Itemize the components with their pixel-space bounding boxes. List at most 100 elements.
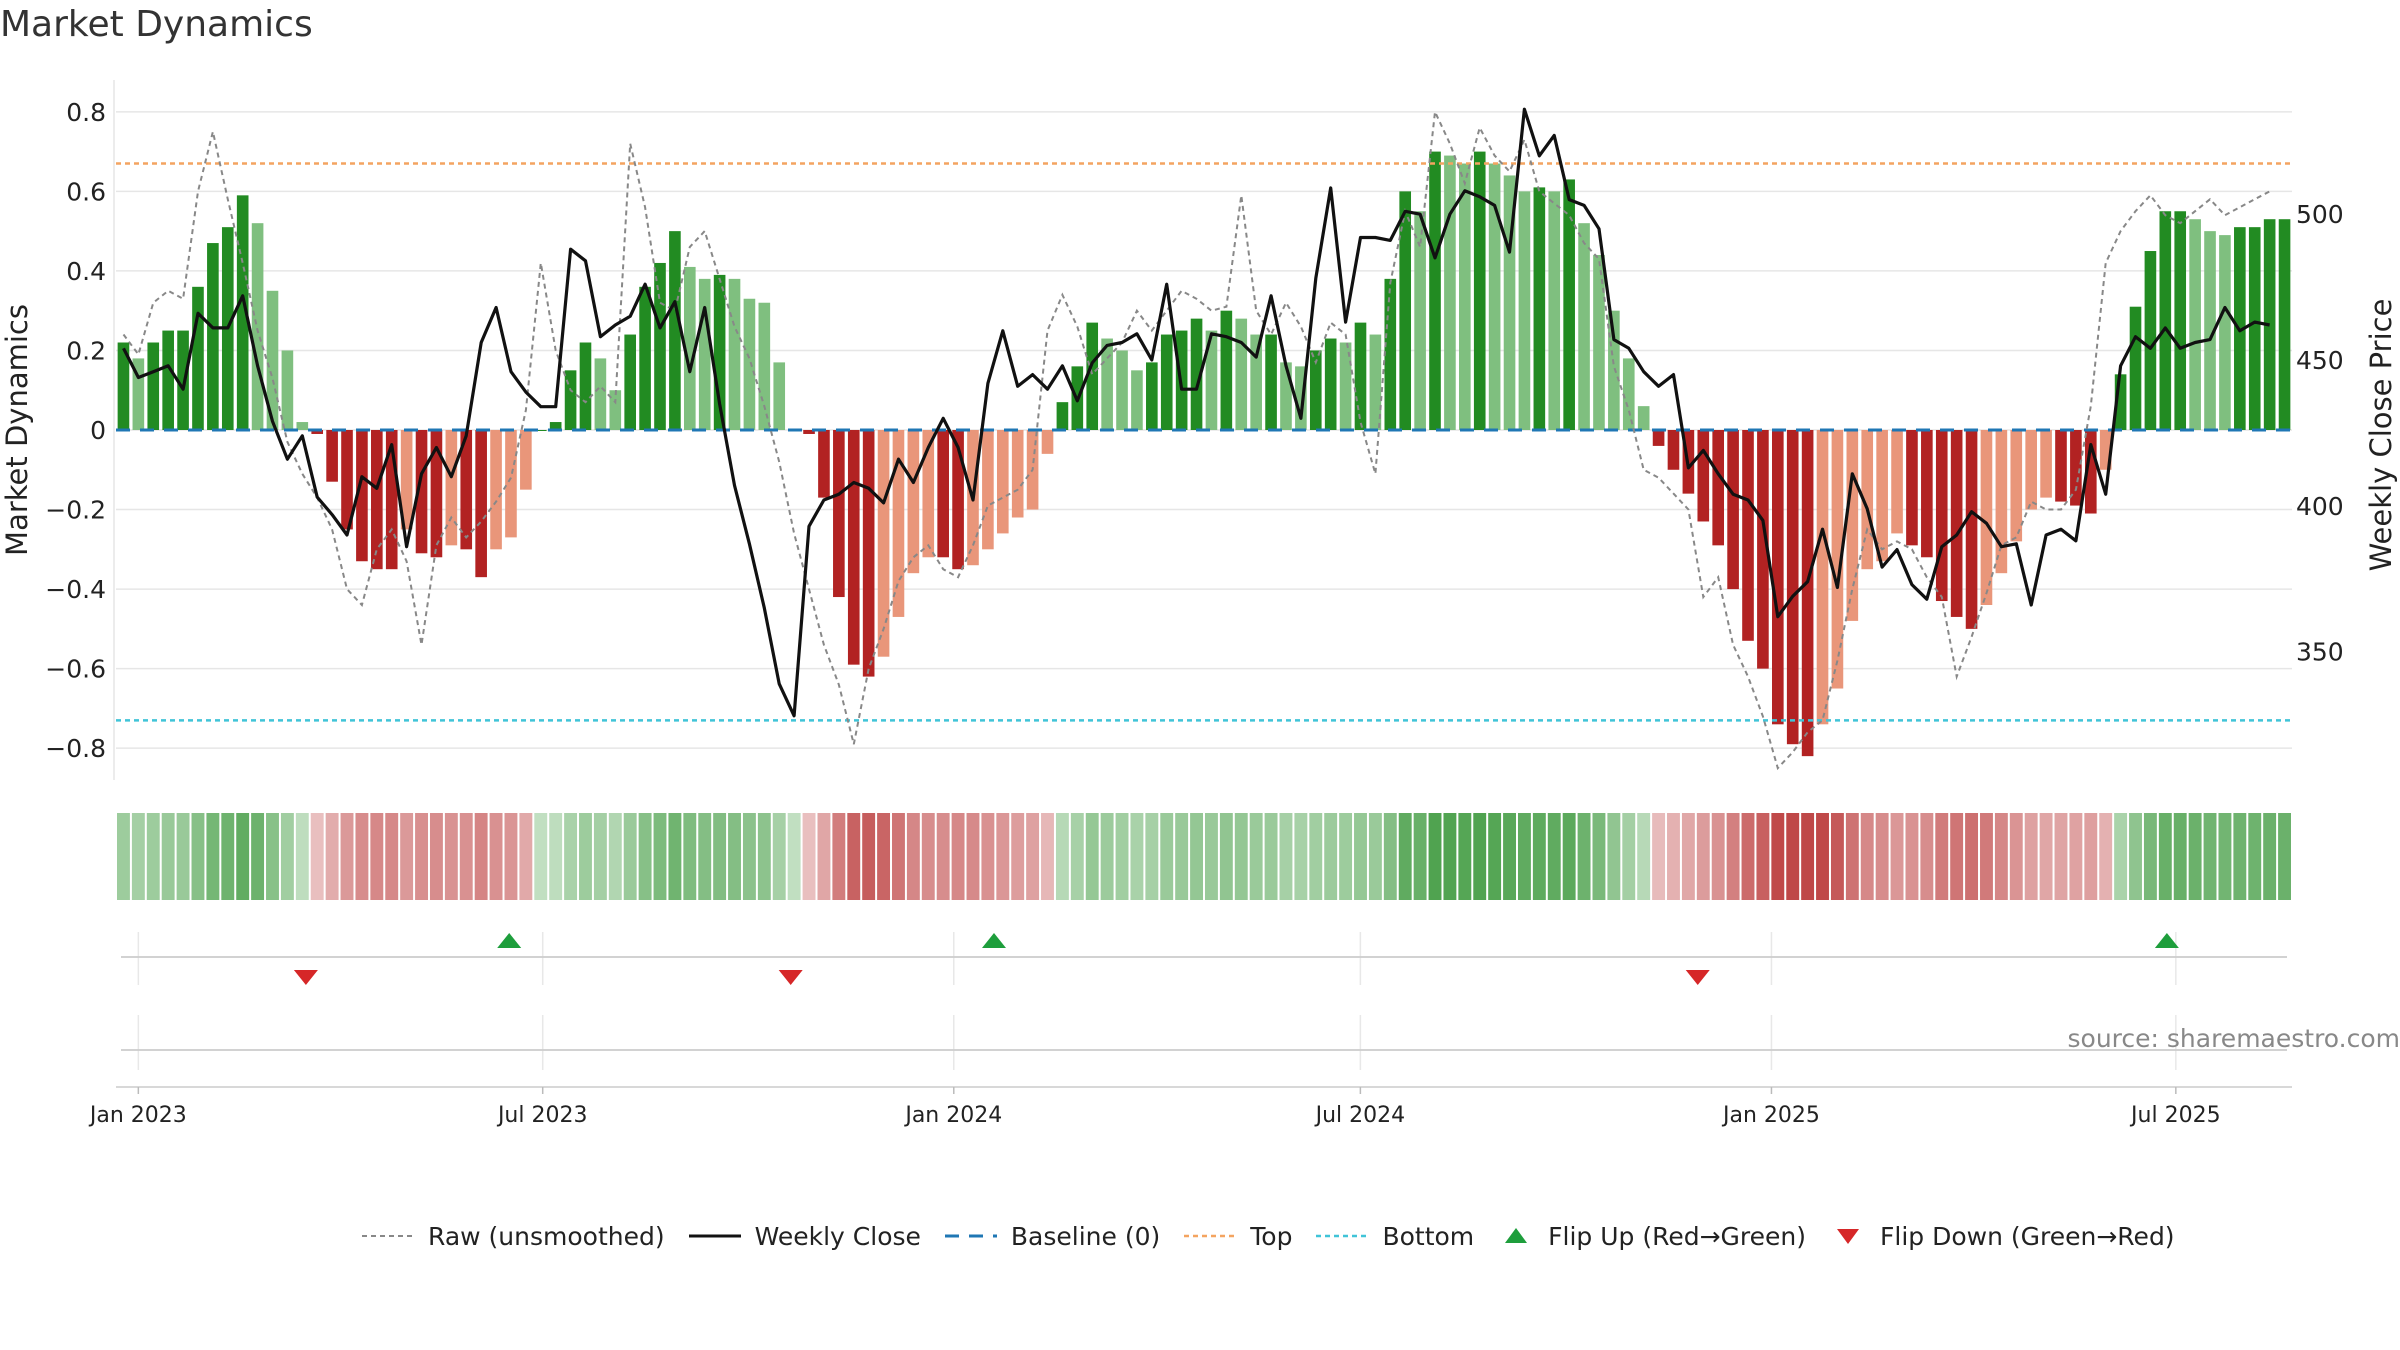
heat-strip-cell	[176, 813, 190, 900]
heat-strip-cell	[1965, 813, 1979, 900]
heat-strip-cell	[817, 813, 831, 900]
heat-strip-cell	[1935, 813, 1949, 900]
heat-strip-cell	[802, 813, 816, 900]
heat-strip-cell	[1070, 813, 1084, 900]
momentum-bar	[490, 430, 502, 550]
heat-strip-cell	[728, 813, 741, 900]
heat-strip-cell	[2158, 813, 2172, 900]
heat-strip-cell	[713, 813, 727, 900]
left-tick-label: 0.8	[66, 98, 106, 127]
date-tick-label: Jul 2023	[496, 1103, 588, 1128]
heat-strip-cell	[593, 813, 607, 900]
flip-down-marker	[293, 970, 318, 985]
heat-strip-cell	[251, 813, 265, 900]
momentum-bar	[1637, 406, 1650, 430]
heat-strip-cell	[996, 813, 1010, 900]
heat-strip-cell	[862, 813, 876, 900]
left-tick-label: 0	[90, 416, 106, 445]
momentum-bar	[1533, 187, 1546, 430]
heat-strip-cell	[623, 813, 637, 900]
momentum-bar	[1369, 334, 1382, 430]
momentum-bar	[415, 430, 428, 554]
heat-strip-cell	[206, 813, 220, 900]
heat-strip-cell	[474, 813, 488, 900]
momentum-bar	[2025, 430, 2037, 510]
heat-strip-cell	[1875, 813, 1889, 900]
heat-strip-cell	[742, 813, 756, 900]
momentum-bar	[1712, 430, 1725, 546]
heat-strip-cell	[146, 813, 160, 900]
momentum-bar	[2129, 306, 2142, 430]
heat-strip-cell	[1860, 813, 1874, 900]
legend-item-flip-down: Flip Down (Green→Red)	[1828, 1222, 2175, 1251]
heat-strip-cell	[266, 813, 279, 900]
momentum-bar	[1339, 342, 1352, 430]
momentum-bar	[2278, 219, 2291, 430]
momentum-bar	[609, 390, 622, 430]
heat-strip-cell	[1085, 813, 1099, 900]
heat-strip-cell	[2039, 813, 2053, 900]
momentum-bar	[698, 278, 711, 430]
heat-strip-cell	[1443, 813, 1457, 900]
momentum-bar	[1414, 211, 1426, 430]
date-tick-label: Jan 2023	[88, 1103, 187, 1128]
momentum-bar	[2070, 430, 2082, 506]
right-tick-label: 400	[2296, 492, 2344, 521]
momentum-bar	[460, 430, 473, 550]
momentum-bar	[1131, 370, 1143, 430]
flip-down-marker	[1685, 970, 1710, 985]
heat-strip-cell	[1562, 813, 1576, 900]
heat-strip-cell	[370, 813, 384, 900]
raw-series-line	[122, 108, 2271, 771]
heat-strip-cell	[1100, 813, 1114, 900]
legend-item-flip-up: Flip Up (Red→Green)	[1496, 1222, 1806, 1251]
heat-strip-cell	[1741, 813, 1755, 900]
legend-item-top: Top	[1182, 1222, 1292, 1251]
heat-strip-cell	[295, 813, 309, 900]
heat-strip-cell	[2218, 813, 2232, 900]
momentum-bar	[1324, 338, 1337, 430]
momentum-bar	[2010, 430, 2023, 542]
momentum-bar	[2204, 231, 2216, 430]
momentum-bar	[162, 330, 174, 430]
flip-up-marker	[2154, 933, 2179, 948]
heat-strip-cell	[161, 813, 175, 900]
heat-strip-cell	[1473, 813, 1487, 900]
left-tick-label: −0.4	[45, 575, 106, 604]
heat-strip-cell	[1905, 813, 1919, 900]
momentum-bar	[758, 302, 771, 430]
heat-strip-cell	[504, 813, 518, 900]
heat-strip-cell	[1413, 813, 1427, 900]
triangle-up-icon	[1505, 1228, 1528, 1243]
heat-strip-cell	[1488, 813, 1502, 900]
momentum-bar	[2159, 211, 2172, 430]
heat-strip-cell	[757, 813, 771, 900]
momentum-bar	[266, 290, 279, 430]
heat-strip-cell	[787, 813, 801, 900]
momentum-bar	[2219, 235, 2231, 430]
heat-strip-cell	[1249, 813, 1263, 900]
momentum-bar	[1771, 430, 1784, 725]
momentum-bar	[1667, 430, 1680, 470]
momentum-bar	[1563, 179, 1575, 430]
momentum-bar	[818, 430, 830, 498]
legend-swatch-top	[1184, 1234, 1237, 1238]
heat-strip-cell	[966, 813, 980, 900]
momentum-bar	[1488, 163, 1501, 431]
heat-strip-cell	[2188, 813, 2202, 900]
legend-label-top: Top	[1250, 1221, 1293, 1251]
momentum-bar	[1801, 430, 1814, 757]
heat-strip-cell	[1428, 813, 1442, 900]
momentum-bar	[1354, 322, 1367, 430]
momentum-bar	[341, 430, 353, 530]
heat-strip-cell	[1547, 813, 1561, 900]
heat-strip-cell	[936, 813, 950, 900]
momentum-bar	[192, 286, 204, 430]
momentum-bar	[1921, 430, 1933, 558]
momentum-bar	[892, 430, 905, 617]
source-credit: source: sharemaestro.com	[2067, 1024, 2400, 1053]
momentum-bar	[2174, 211, 2187, 430]
heat-strip-cell	[832, 813, 846, 900]
momentum-bar	[1160, 334, 1173, 430]
heat-strip-cell	[2278, 813, 2291, 900]
